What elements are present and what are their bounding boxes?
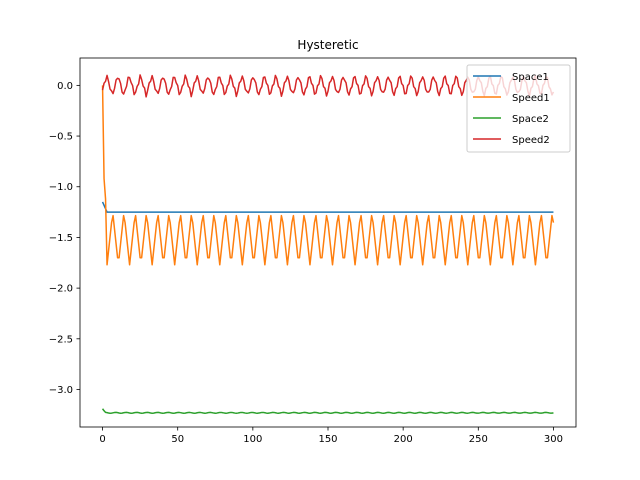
- legend: Space1 Speed1 Space2 Speed2: [466, 64, 571, 153]
- plot-area: [101, 74, 555, 414]
- y-tick-label: −0.5: [49, 132, 73, 143]
- series-line-space1: [101, 201, 554, 213]
- y-tick-label: 0.0: [57, 81, 73, 92]
- y-tick-label: −2.0: [49, 284, 73, 295]
- legend-label-space2: Space2: [512, 114, 549, 125]
- legend-label-speed2: Speed2: [512, 135, 550, 146]
- y-tick-label: −2.5: [49, 334, 73, 345]
- axes: 0 50 100 150 200 250 300 0.0 −0.5 −1.0 −1.5 −2.0 −2.…: [49, 57, 577, 445]
- x-tick-label: 250: [469, 434, 488, 445]
- x-tick-label: 300: [544, 434, 563, 445]
- series-line-space2: [101, 408, 554, 414]
- legend-box: [466, 64, 571, 153]
- x-tick-label: 150: [318, 434, 337, 445]
- x-tick-label: 200: [394, 434, 413, 445]
- y-tick-label: −3.0: [49, 385, 73, 396]
- x-tick-label: 50: [171, 434, 184, 445]
- legend-label-space1: Space1: [512, 72, 549, 83]
- chart-title: Hysteretic: [297, 38, 358, 52]
- x-tick-label: 100: [243, 434, 262, 445]
- y-tick-label: −1.5: [49, 233, 73, 244]
- x-tick-label: 0: [99, 434, 105, 445]
- series-line-speed1: [101, 85, 555, 266]
- y-tick-label: −1.0: [49, 182, 73, 193]
- legend-label-speed1: Speed1: [512, 93, 550, 104]
